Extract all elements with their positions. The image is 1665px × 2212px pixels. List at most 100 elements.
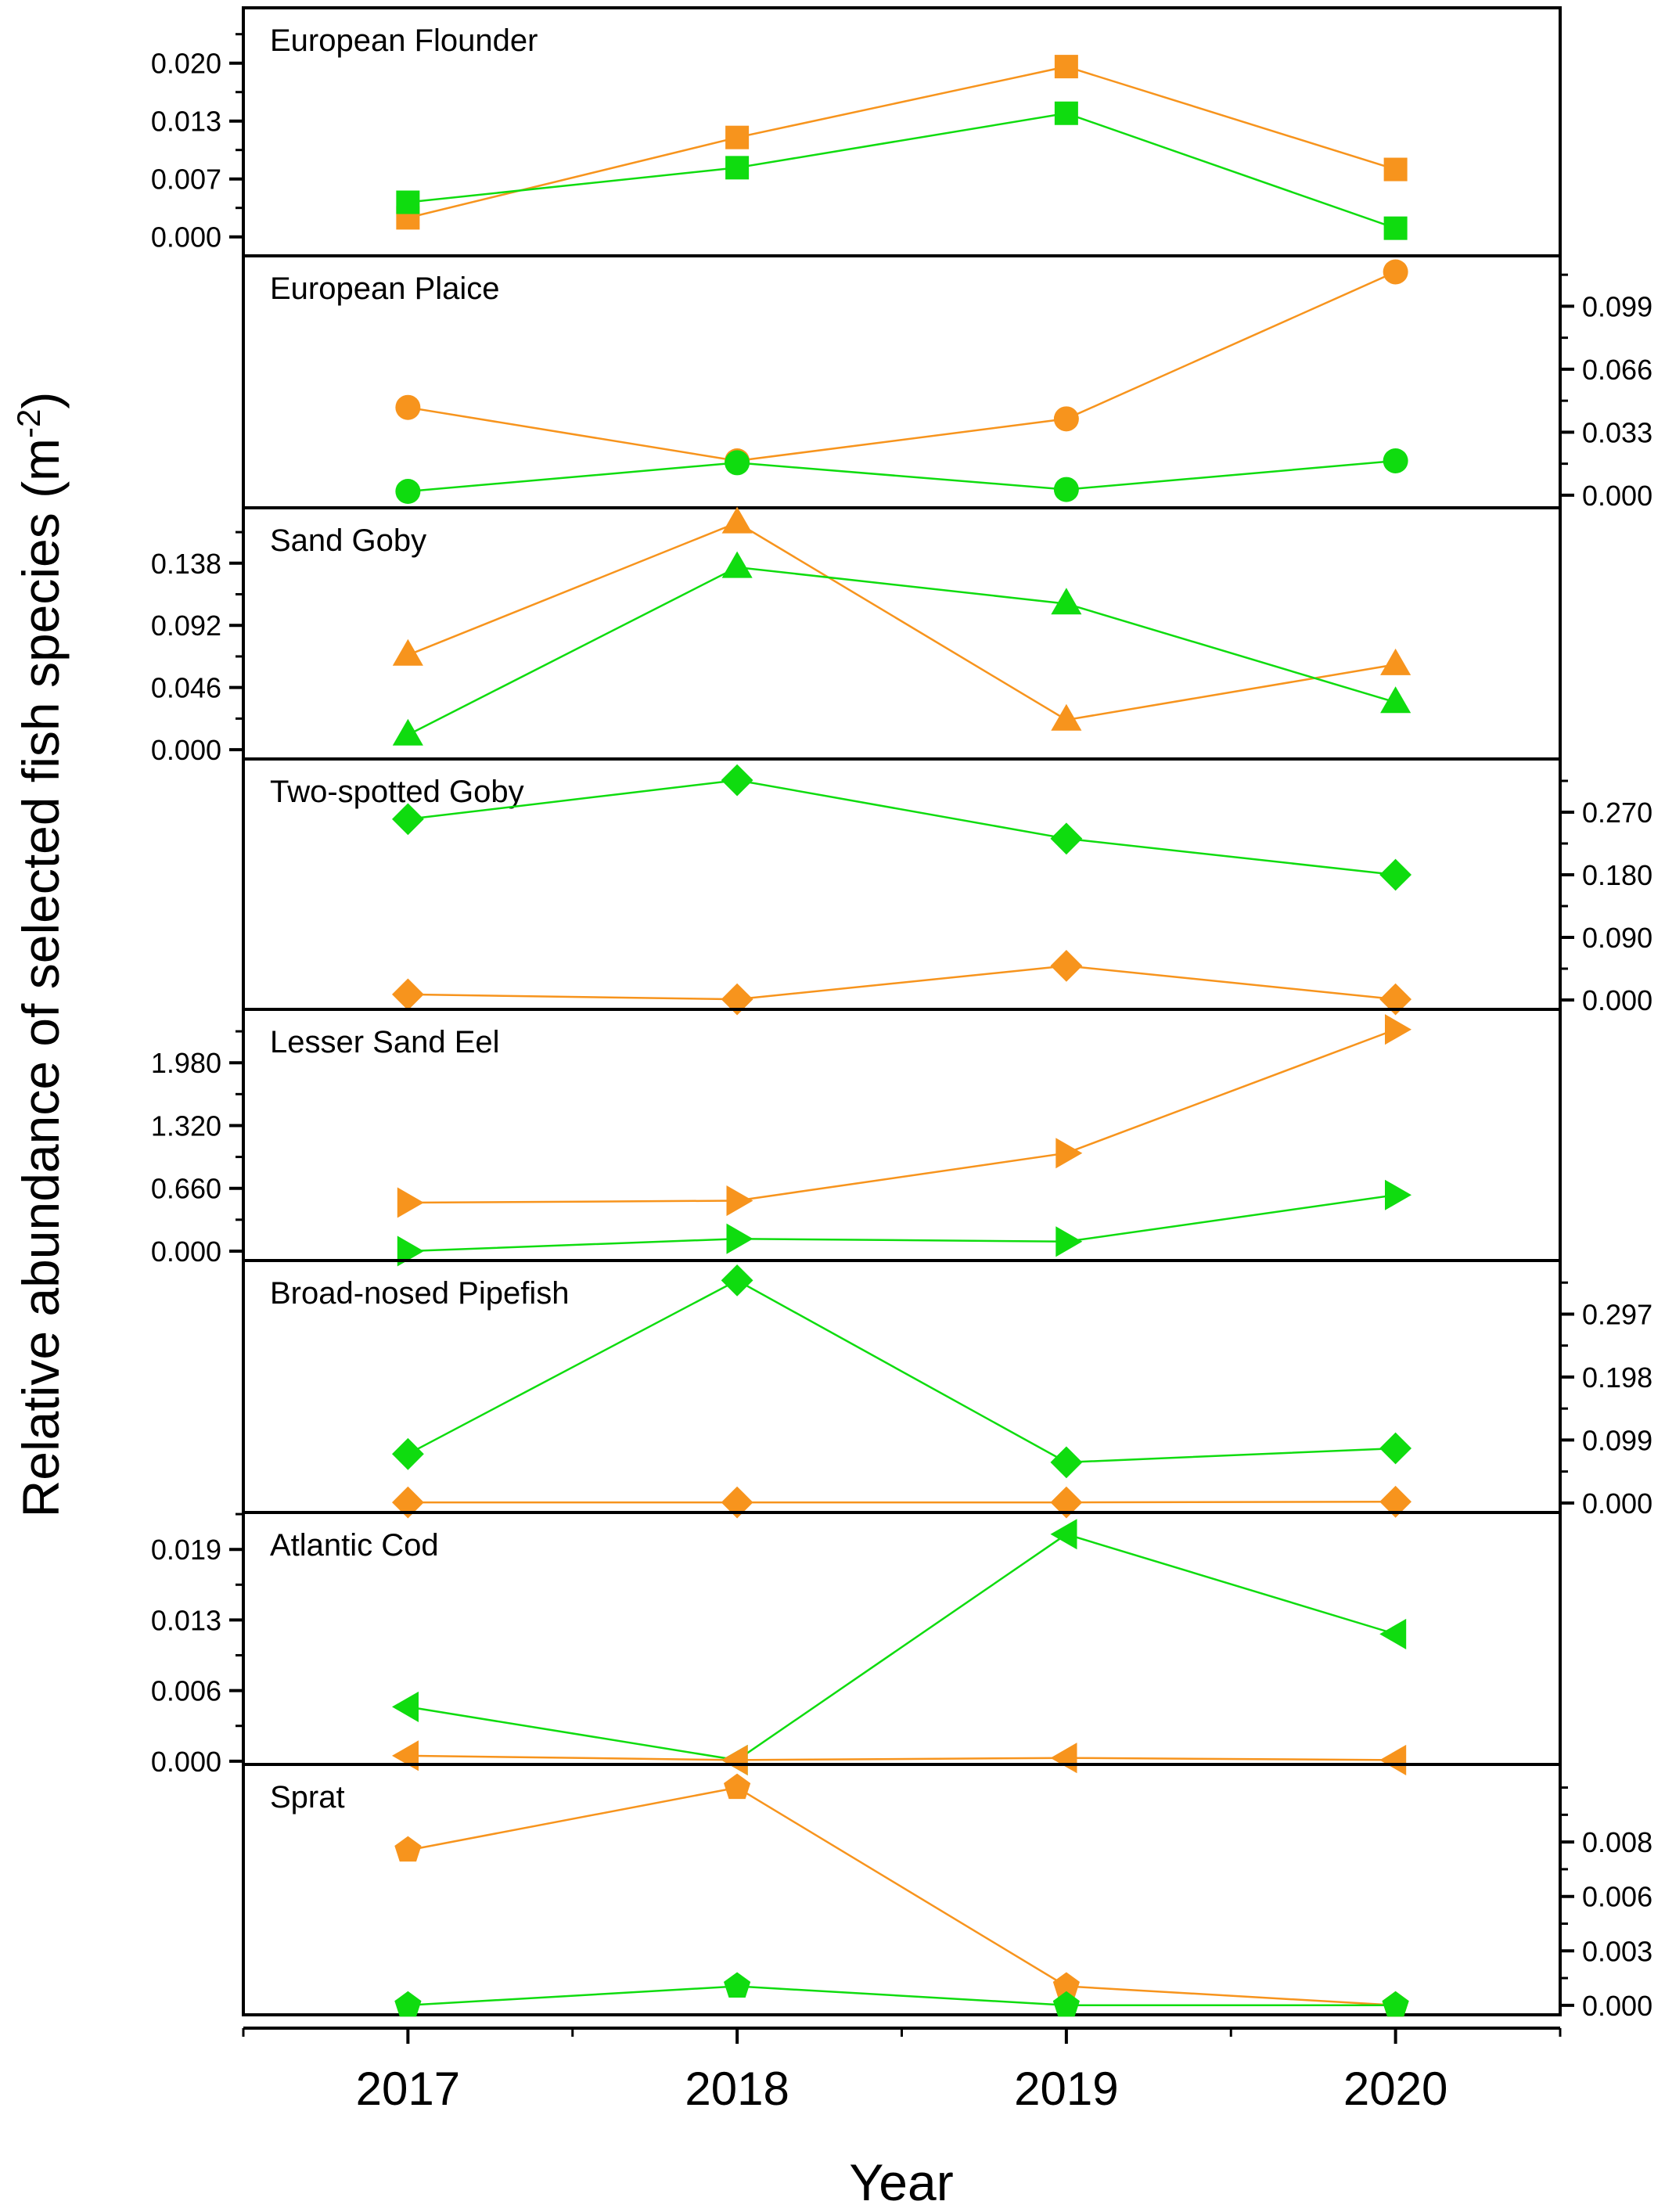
series-line-green (408, 112, 1397, 229)
data-point-green (1383, 216, 1408, 240)
y-tick-label: 0.099 (1582, 290, 1652, 322)
data-point-orange (721, 1744, 748, 1775)
data-point-orange (1383, 157, 1408, 182)
x-tick-label: 2019 (1014, 2063, 1118, 2115)
data-point-orange (392, 978, 424, 1011)
y-tick-label: 0.066 (1582, 354, 1652, 386)
data-point-orange (1379, 1744, 1407, 1775)
data-point-orange (1052, 1972, 1080, 1998)
data-point-green (1052, 1991, 1080, 2017)
data-point-orange (397, 1187, 424, 1218)
y-tick-label: 0.000 (151, 1235, 221, 1268)
panel-title: Broad-nosed Pipefish (270, 1276, 569, 1311)
y-tick-label: 0.000 (1582, 1990, 1652, 2022)
series-line-green (407, 1279, 1396, 1464)
data-point-orange (725, 125, 750, 149)
series-line-orange (408, 1028, 1397, 1204)
data-point-green (396, 190, 420, 214)
data-point-green (392, 1437, 424, 1470)
series-line-green (408, 1985, 1396, 2007)
data-point-orange (1055, 1138, 1083, 1169)
data-point-green (721, 1264, 753, 1297)
data-point-green (721, 764, 753, 797)
data-point-orange (724, 1773, 751, 1800)
panel-2: 0.000 0.046 0.092 0.138 Sand Goby (151, 506, 1562, 766)
series-line-orange (408, 1754, 1396, 1761)
series-line-orange (408, 271, 1397, 462)
data-point-green (397, 1235, 424, 1267)
data-point-green (1379, 1618, 1407, 1649)
series-line-green (408, 1193, 1396, 1253)
y-tick-label: 0.099 (1582, 1424, 1652, 1456)
data-point-green (1383, 448, 1408, 473)
data-point-green (725, 156, 750, 180)
series-line-green (408, 459, 1396, 493)
x-axis: 2017 2018 2019 2020 (242, 2027, 1562, 2115)
data-point-green (1379, 858, 1411, 891)
y-tick-label: 1.320 (151, 1110, 221, 1142)
data-point-orange (721, 1486, 753, 1519)
y-tick-label: 0.033 (1582, 416, 1652, 448)
y-tick-label: 0.007 (151, 164, 221, 196)
panel-3: 0.000 0.090 0.180 0.270 Two-spotted Goby (242, 757, 1652, 1016)
panel-title: Lesser Sand Eel (270, 1025, 500, 1059)
panel-title: Atlantic Cod (270, 1528, 439, 1563)
y-tick-label: 0.000 (1582, 1487, 1652, 1520)
panel-frame (242, 1763, 1562, 2016)
x-tick-label: 2020 (1343, 2063, 1447, 2115)
data-point-orange (1380, 648, 1411, 675)
series-line-green (408, 779, 1396, 876)
y-tick-label: 0.198 (1582, 1361, 1652, 1394)
data-point-green (1380, 686, 1411, 714)
y-tick-label: 0.270 (1582, 797, 1652, 829)
data-point-green (726, 1223, 753, 1254)
y-tick-label: 0.000 (151, 1746, 221, 1778)
y-axis-title: Relative abundance of selected fish spec… (10, 392, 70, 1518)
data-point-green (724, 1972, 751, 1998)
y-tick-label: 0.138 (151, 548, 221, 580)
data-point-orange (1050, 950, 1083, 982)
data-point-orange (395, 394, 421, 420)
y-tick-label: 0.092 (151, 610, 221, 642)
panel-0: 0.000 0.007 0.013 0.020 European Flounder (151, 6, 1562, 257)
data-point-green (394, 1991, 422, 2017)
y-tick-label: 0.000 (151, 221, 221, 254)
panel-title: European Plaice (270, 272, 500, 306)
data-point-orange (1385, 1014, 1411, 1045)
y-tick-label: 0.660 (151, 1173, 221, 1205)
data-point-green (1051, 588, 1082, 615)
data-point-orange (1054, 55, 1078, 79)
data-point-green (1050, 1446, 1083, 1479)
data-point-green (1050, 822, 1083, 855)
panel-title: Sand Goby (270, 523, 426, 558)
series-line-orange (408, 965, 1396, 1001)
y-tick-label: 0.000 (151, 734, 221, 766)
data-point-green (1053, 477, 1079, 502)
data-point-green (1379, 1432, 1411, 1465)
y-tick-label: 0.000 (1582, 984, 1652, 1016)
data-point-green (392, 1691, 419, 1722)
data-point-orange (721, 983, 753, 1016)
panel-frame (242, 506, 1562, 761)
panel-title: European Flounder (270, 23, 538, 58)
data-point-green (392, 803, 424, 836)
panel-title: Sprat (270, 1780, 345, 1815)
series-line-green (408, 1533, 1396, 1761)
y-tick-label: 0.006 (1582, 1881, 1652, 1913)
series-line-orange (407, 521, 1396, 721)
data-point-orange (721, 506, 753, 534)
y-tick-label: 0.297 (1582, 1298, 1652, 1330)
y-tick-label: 0.013 (151, 1604, 221, 1636)
data-point-orange (1383, 259, 1408, 285)
y-tick-label: 0.008 (1582, 1826, 1652, 1858)
panel-4: 0.000 0.660 1.320 1.980 Lesser Sand Eel (151, 1008, 1562, 1268)
y-tick-label: 0.013 (151, 106, 221, 138)
data-point-green (1054, 101, 1078, 125)
data-point-orange (392, 638, 423, 666)
data-point-orange (1050, 1743, 1077, 1774)
panel-7: 0.000 0.003 0.006 0.008 Sprat (242, 1763, 1652, 2022)
series-line-orange (408, 1786, 1396, 2007)
data-point-green (1055, 1226, 1083, 1257)
